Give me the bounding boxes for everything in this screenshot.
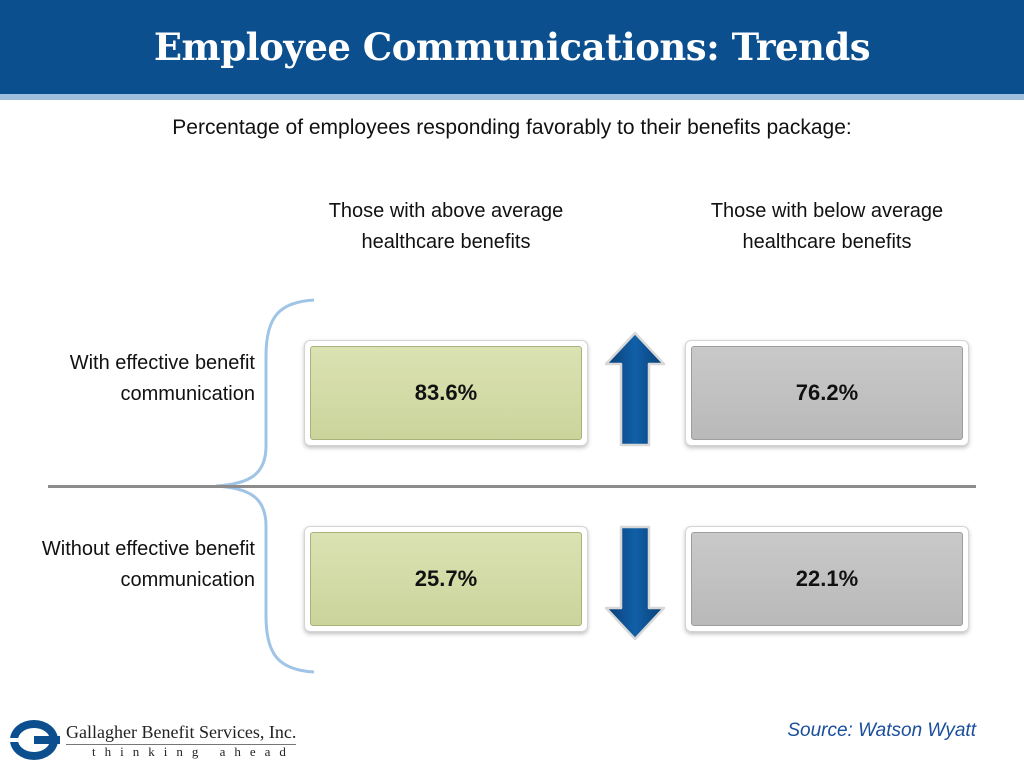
value-with-above: 83.6% [310, 346, 582, 440]
column-header-above-average: Those with above average healthcare bene… [328, 200, 564, 253]
slide-header: Employee Communications: Trends [0, 0, 1024, 100]
gallagher-logo-icon [6, 720, 60, 760]
source-citation: Source: Watson Wyatt [787, 720, 976, 741]
down-arrow-icon [604, 525, 666, 641]
row-label-with-communication: With effective benefit communication [69, 352, 255, 405]
row-label-without-communication: Without effective benefit communication [41, 538, 255, 591]
column-header-below-average: Those with below average healthcare bene… [710, 200, 944, 253]
company-name: Gallagher Benefit Services, Inc. [66, 722, 297, 742]
value-box-without-above: 25.7% [304, 526, 588, 632]
logo-rule [66, 744, 296, 745]
value-box-with-below: 76.2% [685, 340, 969, 446]
company-tagline: thinking ahead [92, 744, 295, 759]
value-box-with-above: 83.6% [304, 340, 588, 446]
row-divider [48, 485, 976, 488]
value-with-below: 76.2% [691, 346, 963, 440]
value-without-above: 25.7% [310, 532, 582, 626]
value-box-without-below: 22.1% [685, 526, 969, 632]
value-without-below: 22.1% [691, 532, 963, 626]
slide-title: Employee Communications: Trends [153, 25, 871, 69]
slide-subtitle: Percentage of employees responding favor… [172, 116, 852, 139]
up-arrow-icon [604, 331, 666, 447]
